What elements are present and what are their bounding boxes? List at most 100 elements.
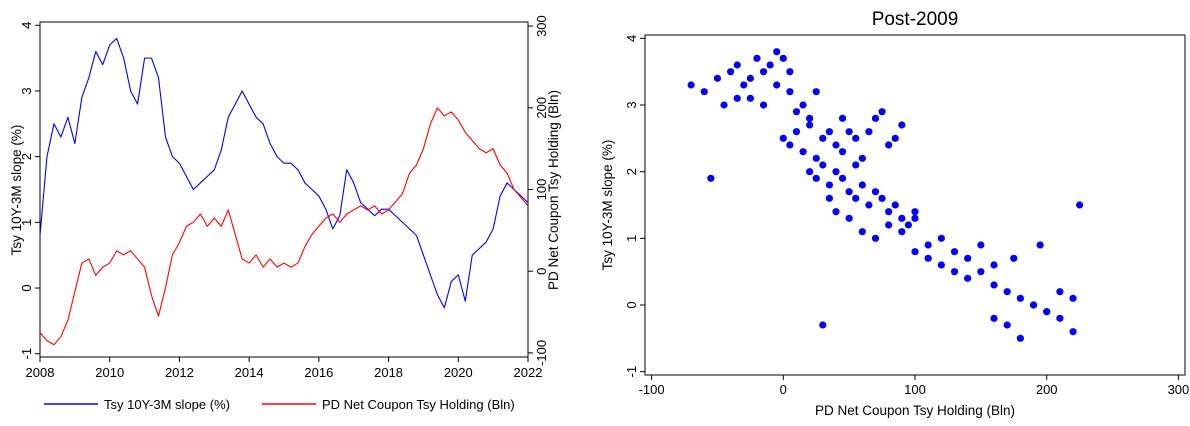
- scatter-point: [885, 221, 893, 229]
- scatter-point: [687, 81, 695, 89]
- legend-label-slope: Tsy 10Y-3M slope (%): [104, 397, 230, 412]
- scatter-point: [977, 268, 985, 276]
- scatter-point: [746, 94, 754, 102]
- scatter-point: [878, 108, 886, 116]
- scatter-point: [838, 174, 847, 182]
- scatter-point: [878, 194, 886, 202]
- scatter-point: [832, 208, 840, 216]
- scatter-x-tick-label: 0: [780, 382, 787, 397]
- legend-label-pd-holding: PD Net Coupon Tsy Holding (Bln): [322, 397, 515, 412]
- scatter-point: [1056, 314, 1064, 322]
- scatter-point: [733, 61, 741, 69]
- scatter-point: [1043, 308, 1051, 316]
- scatter-point: [1016, 334, 1024, 342]
- scatter-point: [832, 141, 840, 149]
- scatter-x-axis-label: PD Net Coupon Tsy Holding (Bln): [815, 403, 1015, 418]
- scatter-point: [891, 201, 899, 209]
- scatter-point: [1069, 294, 1077, 302]
- y-left-tick-label: 0: [19, 284, 34, 291]
- y-right-tick-label: 200: [534, 97, 549, 119]
- scatter-point: [852, 194, 860, 202]
- right-y-axis-label: PD Net Coupon Tsy Holding (Bln): [546, 90, 561, 290]
- scatter-point: [825, 181, 833, 189]
- scatter-point: [911, 208, 919, 216]
- y-left-tick-label: -1: [19, 348, 34, 360]
- scatter-point: [885, 208, 893, 216]
- scatter-point: [891, 134, 899, 142]
- scatter-x-tick-label: -100: [639, 382, 665, 397]
- scatter-point: [950, 248, 959, 256]
- scatter-y-tick-label: -1: [624, 366, 639, 378]
- x-tick-label: 2020: [444, 365, 473, 380]
- scatter-point: [838, 114, 847, 122]
- scatter-point: [779, 134, 787, 142]
- scatter-point: [779, 54, 787, 62]
- scatter-point: [911, 214, 919, 222]
- scatter-point: [1016, 294, 1024, 302]
- time-series-panel: 2008 2010 2012 2014 2016 2018 2020 2022 -1 0 1 2 3 4…: [9, 15, 561, 412]
- scatter-point: [819, 134, 827, 142]
- scatter-point: [700, 88, 708, 96]
- scatter-point: [858, 154, 866, 162]
- scatter-point: [766, 61, 774, 69]
- scatter-point: [911, 248, 919, 256]
- scatter-point: [713, 74, 722, 82]
- scatter-point: [1056, 288, 1064, 296]
- scatter-point: [858, 228, 866, 236]
- scatter-point: [806, 121, 814, 129]
- scatter-point: [964, 254, 972, 262]
- y-left-tick-label: 3: [19, 87, 34, 94]
- scatter-point: [977, 241, 985, 249]
- scatter-y-tick-label: 4: [624, 35, 639, 42]
- scatter-point: [746, 74, 754, 82]
- scatter-point: [937, 261, 945, 269]
- legend: Tsy 10Y-3M slope (%) PD Net Coupon Tsy H…: [44, 397, 515, 412]
- scatter-point: [825, 194, 833, 202]
- scatter-point: [858, 181, 866, 189]
- scatter-point: [733, 94, 741, 102]
- scatter-y-tick-label: 1: [624, 235, 639, 242]
- scatter-x-tick-label: 300: [1168, 382, 1190, 397]
- scatter-point: [792, 128, 801, 136]
- scatter-point: [799, 148, 807, 156]
- y-right-tick-label: 300: [534, 15, 549, 37]
- scatter-x-tick-label: 200: [1036, 382, 1058, 397]
- scatter-point: [885, 141, 893, 149]
- scatter-point: [799, 101, 807, 109]
- scatter-point: [990, 261, 998, 269]
- scatter-point: [1003, 288, 1011, 296]
- scatter-point: [773, 81, 781, 89]
- scatter-point: [865, 201, 873, 209]
- scatter-point: [792, 108, 801, 116]
- y-right-tick-label: 100: [534, 179, 549, 201]
- scatter-point: [924, 254, 932, 262]
- x-tick-label: 2016: [304, 365, 333, 380]
- scatter-point: [845, 214, 853, 222]
- scatter-y-tick-label: 0: [624, 301, 639, 308]
- scatter-point: [786, 141, 794, 149]
- scatter-point: [964, 274, 972, 282]
- scatter-points-group: [687, 48, 1084, 342]
- scatter-point: [806, 168, 814, 176]
- x-tick-label: 2018: [374, 365, 403, 380]
- scatter-y-tick-label: 2: [624, 168, 639, 175]
- scatter-point: [812, 88, 820, 96]
- scatter-point: [898, 228, 906, 236]
- y-left-tick-label: 4: [19, 22, 34, 29]
- scatter-y-tick-label: 3: [624, 101, 639, 108]
- scatter-point: [819, 161, 827, 169]
- scatter-point: [1036, 241, 1044, 249]
- scatter-point: [845, 128, 853, 136]
- scatter-point: [1003, 321, 1011, 329]
- scatter-point: [1029, 301, 1038, 309]
- scatter-point: [924, 241, 932, 249]
- scatter-point: [806, 114, 814, 122]
- scatter-point: [727, 68, 735, 76]
- scatter-point: [819, 321, 827, 329]
- scatter-point: [759, 101, 768, 109]
- scatter-point: [898, 214, 906, 222]
- scatter-point: [865, 128, 873, 136]
- left-x-axis: 2008 2010 2012 2014 2016 2018 2020 2022: [26, 357, 542, 380]
- scatter-point: [950, 268, 959, 276]
- scatter-point: [707, 174, 715, 182]
